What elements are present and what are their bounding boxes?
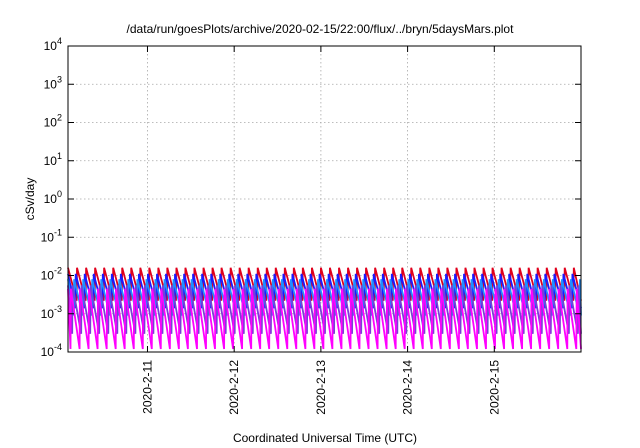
y-tick-label: 10-1 — [41, 227, 62, 244]
chart-title: /data/run/goesPlots/archive/2020-02-15/2… — [127, 22, 515, 36]
y-tick-label: 10-2 — [41, 266, 62, 283]
y-tick-label: 104 — [44, 36, 62, 53]
x-tick-label: 2020-2-13 — [314, 360, 328, 415]
x-axis: 2020-2-11 2020-2-12 2020-2-13 2020-2-14 2020… — [140, 46, 501, 415]
y-axis-label: cSv/day — [23, 178, 37, 221]
x-tick-label: 2020-2-14 — [401, 360, 415, 415]
x-tick-label: 2020-2-15 — [487, 360, 501, 415]
y-tick-label: 10-4 — [41, 342, 62, 359]
series-layer — [67, 267, 582, 350]
y-tick-label: 101 — [44, 151, 62, 168]
x-axis-label: Coordinated Universal Time (UTC) — [233, 431, 417, 445]
grid — [68, 46, 581, 352]
y-tick-label: 102 — [44, 113, 62, 130]
y-tick-label: 100 — [44, 189, 62, 206]
series-line-5 — [67, 288, 582, 350]
y-tick-label: 103 — [44, 74, 62, 91]
y-axis: 10-4 10-3 10-2 10-1 100 101 102 103 104 — [41, 36, 581, 359]
x-tick-label: 2020-2-12 — [227, 360, 241, 415]
x-tick-label: 2020-2-11 — [140, 360, 154, 414]
y-tick-label: 10-3 — [41, 304, 62, 321]
